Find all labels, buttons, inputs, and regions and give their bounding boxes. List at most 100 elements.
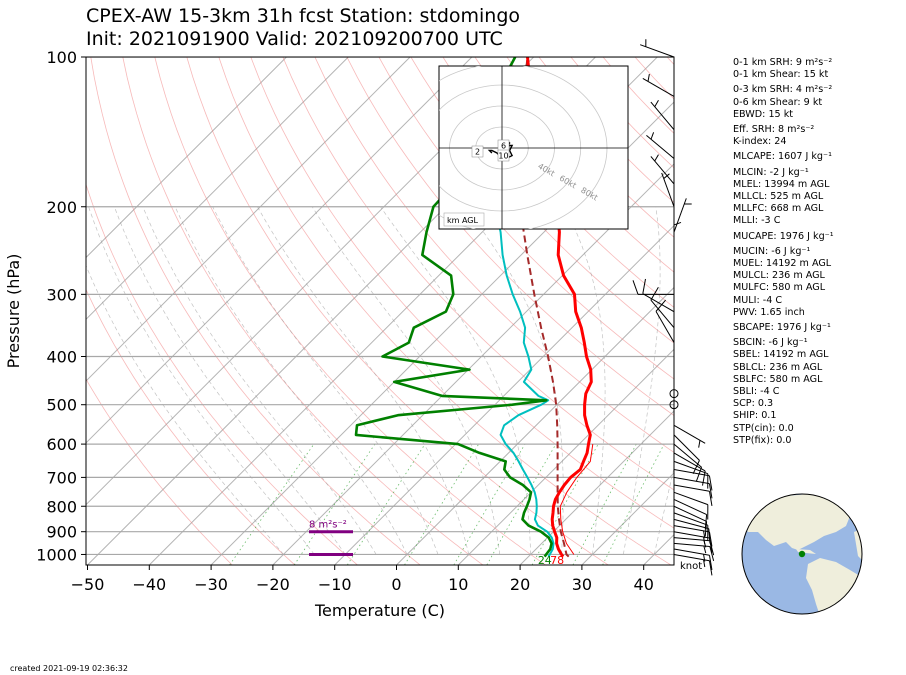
virtual-temperature-line (559, 444, 594, 555)
wind-barb (650, 100, 675, 131)
x-tick-label: 20 (510, 575, 530, 594)
parameter-line: PWV: 1.65 inch (733, 306, 805, 318)
parameter-line: SHIP: 0.1 (733, 410, 777, 422)
wind-barb (673, 498, 708, 530)
y-tick-label: 800 (46, 497, 77, 516)
x-tick-label: −10 (318, 575, 352, 594)
parameter-line: MULCL: 236 m AGL (733, 270, 825, 282)
parameter-line: SBCIN: -6 J kg⁻¹ (733, 337, 808, 349)
parameter-line: MUEL: 14192 m AGL (733, 258, 832, 270)
hodograph-height-box (471, 145, 484, 158)
mixing-ratio-line (531, 443, 599, 565)
wind-barb (669, 389, 679, 399)
dry-adiabat-line (90, 57, 421, 565)
chart-title-line1: CPEX-AW 15-3km 31h fcst Station: stdomin… (86, 5, 521, 27)
wet-bulb-temperature-line (481, 57, 555, 558)
wind-barb (640, 39, 675, 58)
parameter-line: MULFC: 580 m AGL (733, 282, 826, 294)
wind-barb (673, 218, 682, 255)
hodograph-height-label: 10 (498, 152, 508, 161)
x-tick-label: 30 (572, 575, 592, 594)
x-tick-label: 0 (391, 575, 401, 594)
y-tick-label: 400 (46, 348, 77, 367)
hodograph-height-label: 6 (501, 142, 506, 151)
x-axis-label: Temperature (C) (314, 601, 445, 620)
station-marker (798, 550, 806, 558)
isotherm-line (86, 57, 287, 259)
parameter-line: STP(fix): 0.0 (733, 434, 792, 446)
wind-barb (673, 512, 709, 541)
parameter-line: MLLFC: 668 m AGL (733, 203, 824, 215)
parcel-path-line (518, 57, 570, 558)
x-tick-label: −40 (132, 575, 166, 594)
dry-adiabat-line (86, 378, 233, 565)
dry-adiabat-line (378, 57, 674, 380)
wind-barb (673, 484, 713, 506)
wind-barb (669, 400, 679, 410)
parameter-line: K-index: 24 (733, 136, 787, 148)
parameter-line: SBEL: 14192 m AGL (733, 349, 829, 361)
parameter-line: MUCIN: -6 J kg⁻¹ (733, 245, 811, 257)
wind-barb (673, 518, 711, 544)
mixing-ratio-line (453, 443, 526, 565)
dry-adiabat-line (282, 57, 674, 491)
moist-adiabat-line (174, 206, 408, 555)
globe-outline (741, 493, 863, 615)
moist-adiabat-line (465, 206, 564, 555)
wind-barb (646, 132, 675, 159)
wind-barb (642, 278, 675, 313)
wind-barb (673, 452, 706, 486)
chart-title-line2: Init: 2021091900 Valid: 202109200700 UTC (86, 28, 503, 50)
created-timestamp: created 2021-09-19 02:36:32 (10, 664, 128, 673)
y-tick-label: 300 (46, 285, 77, 304)
x-tick-label: 40 (634, 575, 654, 594)
dry-adiabat-line (122, 57, 484, 565)
isotherm-line (86, 57, 349, 321)
isotherm-line (519, 410, 674, 565)
temperature-line (526, 57, 593, 558)
plot-frame (85, 56, 675, 566)
isotherm-line (86, 57, 411, 382)
y-tick-label: 900 (46, 523, 77, 542)
isotherm-line (396, 286, 674, 565)
y-tick-label: 700 (46, 468, 77, 487)
wind-barb (650, 154, 675, 185)
parameter-line: MLCAPE: 1607 J kg⁻¹ (733, 151, 832, 163)
isotherm-line (210, 101, 674, 565)
mixing-ratio-line (293, 443, 376, 565)
wind-barb (673, 553, 713, 576)
parameter-line: MLLCL: 525 m AGL (733, 191, 824, 203)
hodograph-height-box (497, 149, 510, 162)
dry-adiabat-line (218, 57, 672, 565)
wind-barb (673, 198, 692, 233)
wind-barb (632, 280, 674, 295)
x-tick-label: −50 (71, 575, 105, 594)
wind-barb (673, 531, 713, 553)
wind-barb (673, 548, 713, 570)
wind-barb (673, 542, 715, 562)
dry-adiabat-line (186, 57, 609, 565)
parameter-line: 0-1 km Shear: 15 kt (733, 69, 829, 81)
moist-adiabat-line (653, 466, 674, 555)
moist-adiabat-line (563, 206, 606, 555)
location-globe (741, 493, 863, 615)
mixing-ratio-line (229, 443, 315, 565)
moist-adiabat-line (380, 206, 531, 555)
south-america-land (806, 558, 860, 614)
dry-adiabat-line (86, 183, 358, 565)
wind-barb (655, 299, 675, 343)
y-tick-label: 500 (46, 396, 77, 415)
wind-barb (673, 469, 713, 491)
cuba-land (796, 549, 816, 554)
wind-units-label: knot (680, 561, 702, 572)
wind-barb (673, 424, 706, 448)
parameter-line: STP(cin): 0.0 (733, 422, 794, 434)
parameter-line: Eff. SRH: 8 m²s⁻² (733, 124, 815, 136)
parameter-line: MLCIN: -2 J kg⁻¹ (733, 166, 809, 178)
dry-adiabat-line (86, 288, 296, 565)
hodograph-corner-box (443, 212, 485, 227)
dry-adiabat-line (250, 57, 674, 529)
sounding-parameters: 0-1 km SRH: 9 m²s⁻² 0-1 km Shear: 15 kt 0-… (733, 57, 834, 447)
y-axis-label: Pressure (hPa) (4, 254, 23, 369)
